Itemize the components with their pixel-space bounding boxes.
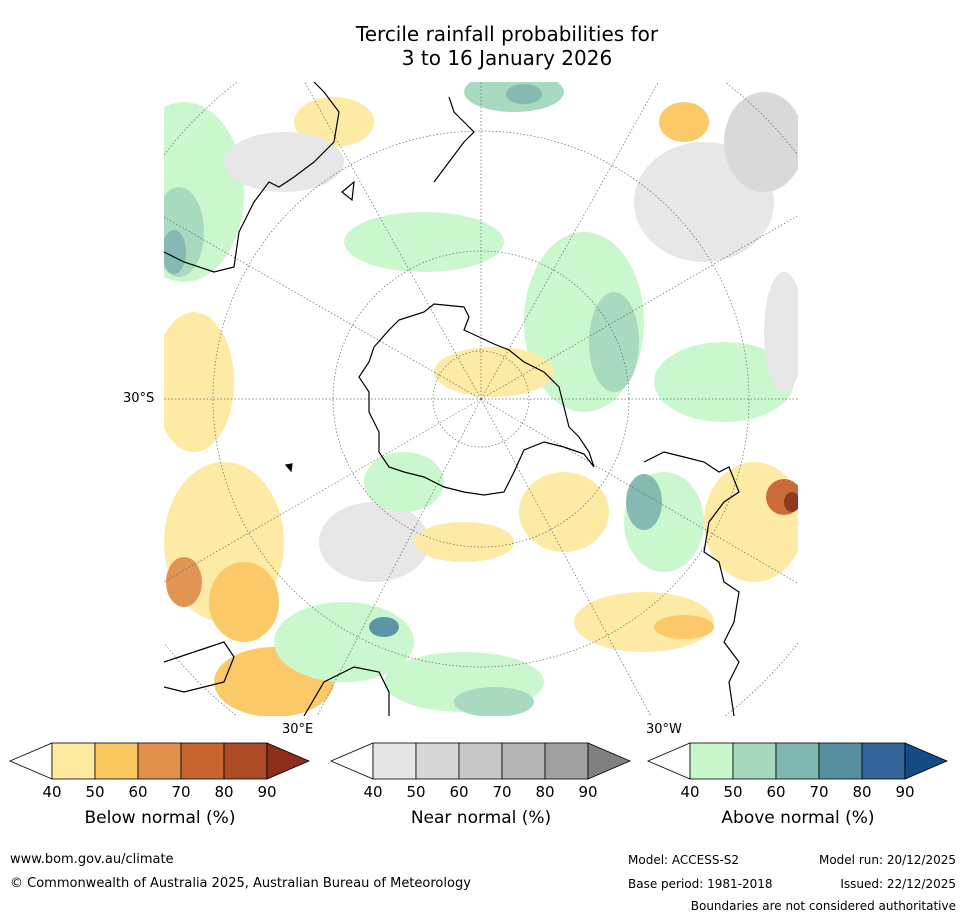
footer-copyright: © Commonwealth of Australia 2025, Austra… [10, 876, 471, 891]
near-normal-tick-label: 60 [449, 783, 469, 801]
footer-url: www.bom.gov.au/climate [10, 852, 174, 867]
above-normal-tick-label: 60 [766, 783, 786, 801]
below-normal-tick-label: 40 [42, 783, 62, 801]
above-normal-colorbar [646, 742, 949, 780]
below-normal-high-extend [266, 742, 311, 780]
below-normal-legend-title: Below normal (%) [84, 808, 236, 828]
above-normal-swatch-80 [861, 742, 906, 780]
madagascar-coastline [341, 180, 355, 202]
africa-coastline [164, 82, 340, 273]
near-normal-swatch-60 [458, 742, 503, 780]
near-normal-tick-label: 50 [406, 783, 426, 801]
australia-coastline [164, 641, 235, 693]
above-normal-swatch-50 [732, 742, 777, 780]
below-normal-swatch-60 [137, 742, 182, 780]
near-normal-high-extend [587, 742, 632, 780]
footer-model-run: Model run: 20/12/2025 [818, 853, 956, 867]
near-normal-colorbar [329, 742, 632, 780]
title-line-1: Tercile rainfall probabilities for [355, 22, 659, 46]
below-normal-tick-label: 90 [257, 783, 277, 801]
above-normal-swatch-70 [818, 742, 863, 780]
near-normal-swatch-50 [415, 742, 460, 780]
near-normal-tick-label: 70 [492, 783, 512, 801]
lon-label-30e: 30°E [282, 722, 314, 737]
map-title: Tercile rainfall probabilities for 3 to … [0, 22, 965, 70]
above-normal-swatch-40 [689, 742, 734, 780]
near-normal-tick-label: 40 [363, 783, 383, 801]
below-normal-swatch-40 [51, 742, 96, 780]
above-normal-tick-label: 40 [680, 783, 700, 801]
below-normal-tick-label: 70 [171, 783, 191, 801]
near-normal-swatch-70 [501, 742, 546, 780]
south-america-coastline [643, 451, 740, 716]
above-normal-high-extend [904, 742, 949, 780]
below-normal-tick-label: 60 [128, 783, 148, 801]
polar-rainfall-map [164, 82, 798, 716]
lon-label-30w: 30°W [646, 722, 682, 737]
coastlines [164, 82, 740, 716]
island-coastline [284, 463, 293, 473]
above-normal-low-extend [646, 742, 691, 780]
near-normal-legend-title: Near normal (%) [410, 808, 552, 828]
below-normal-colorbar [8, 742, 311, 780]
near-normal-tick-label: 90 [578, 783, 598, 801]
below-normal-tick-label: 50 [85, 783, 105, 801]
below-normal-swatch-50 [94, 742, 139, 780]
graticule [164, 82, 798, 716]
above-normal-swatch-60 [775, 742, 820, 780]
footer-model: Model: ACCESS-S2 [628, 853, 740, 867]
map-canvas [164, 82, 798, 716]
rainfall-probability-patches [164, 82, 798, 716]
above-normal-tick-label: 80 [852, 783, 872, 801]
australia-east-coastline [303, 666, 390, 716]
below-normal-swatch-70 [180, 742, 225, 780]
below-normal-tick-label: 80 [214, 783, 234, 801]
new-zealand-coastline [433, 96, 475, 183]
above-normal-tick-label: 90 [895, 783, 915, 801]
title-line-2: 3 to 16 January 2026 [401, 46, 613, 70]
below-normal-low-extend [8, 742, 53, 780]
near-normal-tick-label: 80 [535, 783, 555, 801]
lat-label-30s: 30°S [123, 391, 155, 406]
footer-base-period: Base period: 1981-2018 [628, 877, 773, 891]
above-normal-tick-label: 70 [809, 783, 829, 801]
footer-issued: Issued: 22/12/2025 [840, 877, 956, 891]
below-normal-swatch-80 [223, 742, 268, 780]
above-normal-legend-title: Above normal (%) [721, 808, 875, 828]
near-normal-swatch-40 [372, 742, 417, 780]
near-normal-swatch-80 [544, 742, 589, 780]
footer-disclaimer: Boundaries are not considered authoritat… [690, 899, 956, 913]
above-normal-tick-label: 50 [723, 783, 743, 801]
near-normal-low-extend [329, 742, 374, 780]
antarctica-coastline [358, 303, 595, 496]
